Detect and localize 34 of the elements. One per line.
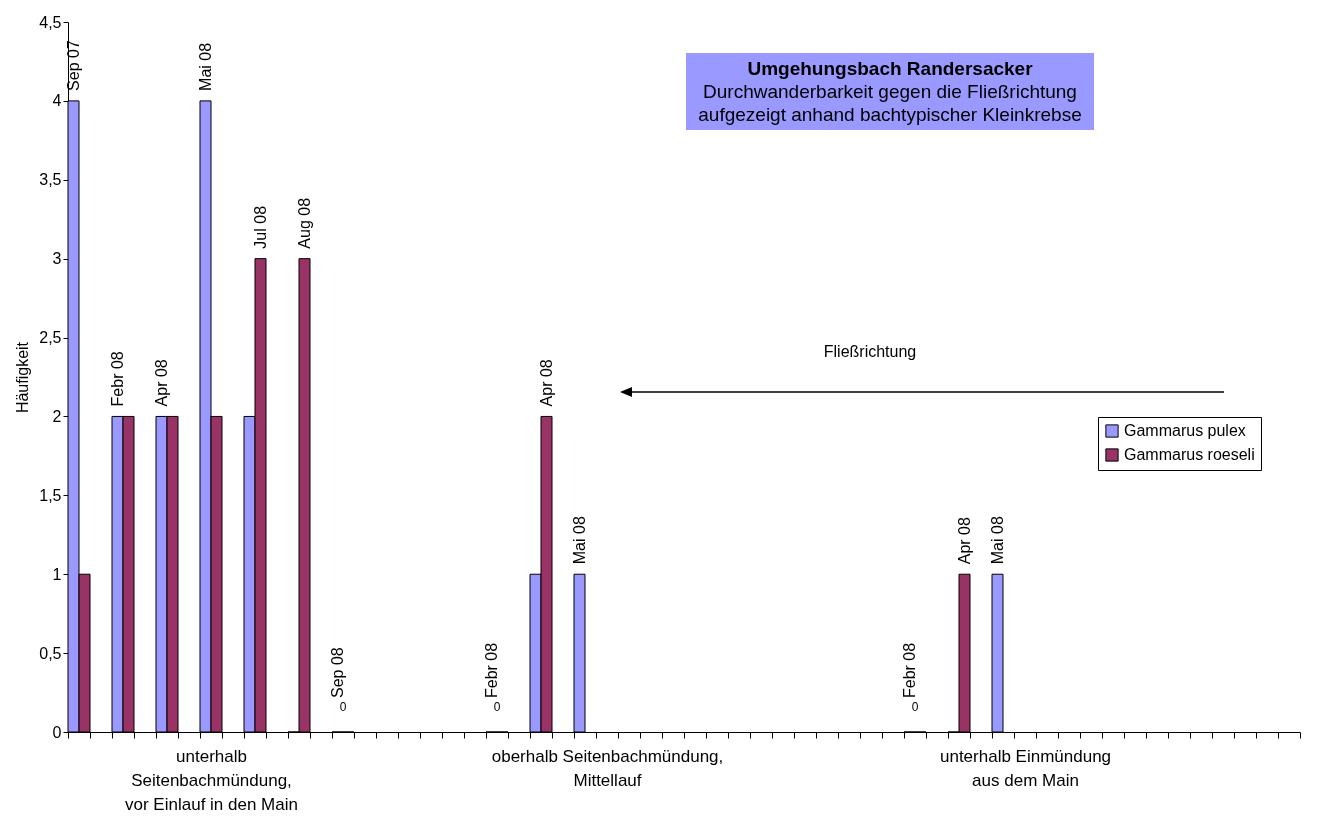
- text: Umgehungsbach Randersacker: [746, 57, 1034, 80]
- data-label: 0: [493, 700, 501, 714]
- data-label: 0: [339, 700, 347, 714]
- data-label: Apr 08: [537, 359, 555, 407]
- y-tick-label: 2,5: [39, 329, 62, 347]
- x-tick-label: unterhalb Seitenbachmündung, vor Einlauf in den Main: [125, 746, 298, 814]
- data-label: Aug 08: [295, 197, 313, 249]
- data-label: Sep 08: [328, 647, 346, 698]
- data-label: 0: [911, 700, 919, 714]
- annotation: Fließrichtung: [822, 343, 918, 361]
- data-label: Febr 08: [900, 642, 918, 698]
- y-tick-label: 4,5: [39, 13, 62, 31]
- data-label: Mai 08: [988, 516, 1006, 565]
- data-label: Febr 08: [482, 642, 500, 698]
- x-tick-label: oberhalb Seitenbachmündung, Mittellauf: [491, 746, 724, 790]
- y-tick-label: 4: [52, 92, 62, 110]
- legend-label: Gammarus pulex: [1124, 422, 1246, 439]
- y-tick-label: 0: [52, 723, 62, 741]
- y-tick-label: 1: [52, 565, 62, 583]
- y-tick-label: 3,5: [39, 171, 62, 189]
- data-label: Apr 08: [955, 516, 973, 565]
- text: Durchwanderbarkeit gegen die Fließrichtung aufgezeigt anhand bachtypischer Kleinkrebse: [698, 81, 1082, 125]
- data-label: Jul 08: [251, 205, 269, 249]
- y-tick-label: 0,5: [39, 644, 62, 662]
- data-label: Apr 08: [152, 359, 170, 407]
- legend-label: Gammarus roeseli: [1124, 446, 1255, 463]
- x-tick-label: unterhalb Einmündung aus dem Main: [939, 746, 1112, 790]
- y-tick-label: 2: [52, 407, 62, 425]
- y-tick-label: 1,5: [39, 486, 62, 504]
- data-label: Febr 08: [108, 351, 126, 407]
- y-axis-title: Häufigkeit: [14, 341, 32, 414]
- data-label: Mai 08: [570, 516, 588, 565]
- y-tick-label: 3: [52, 250, 62, 268]
- data-label: Mai 08: [196, 42, 214, 91]
